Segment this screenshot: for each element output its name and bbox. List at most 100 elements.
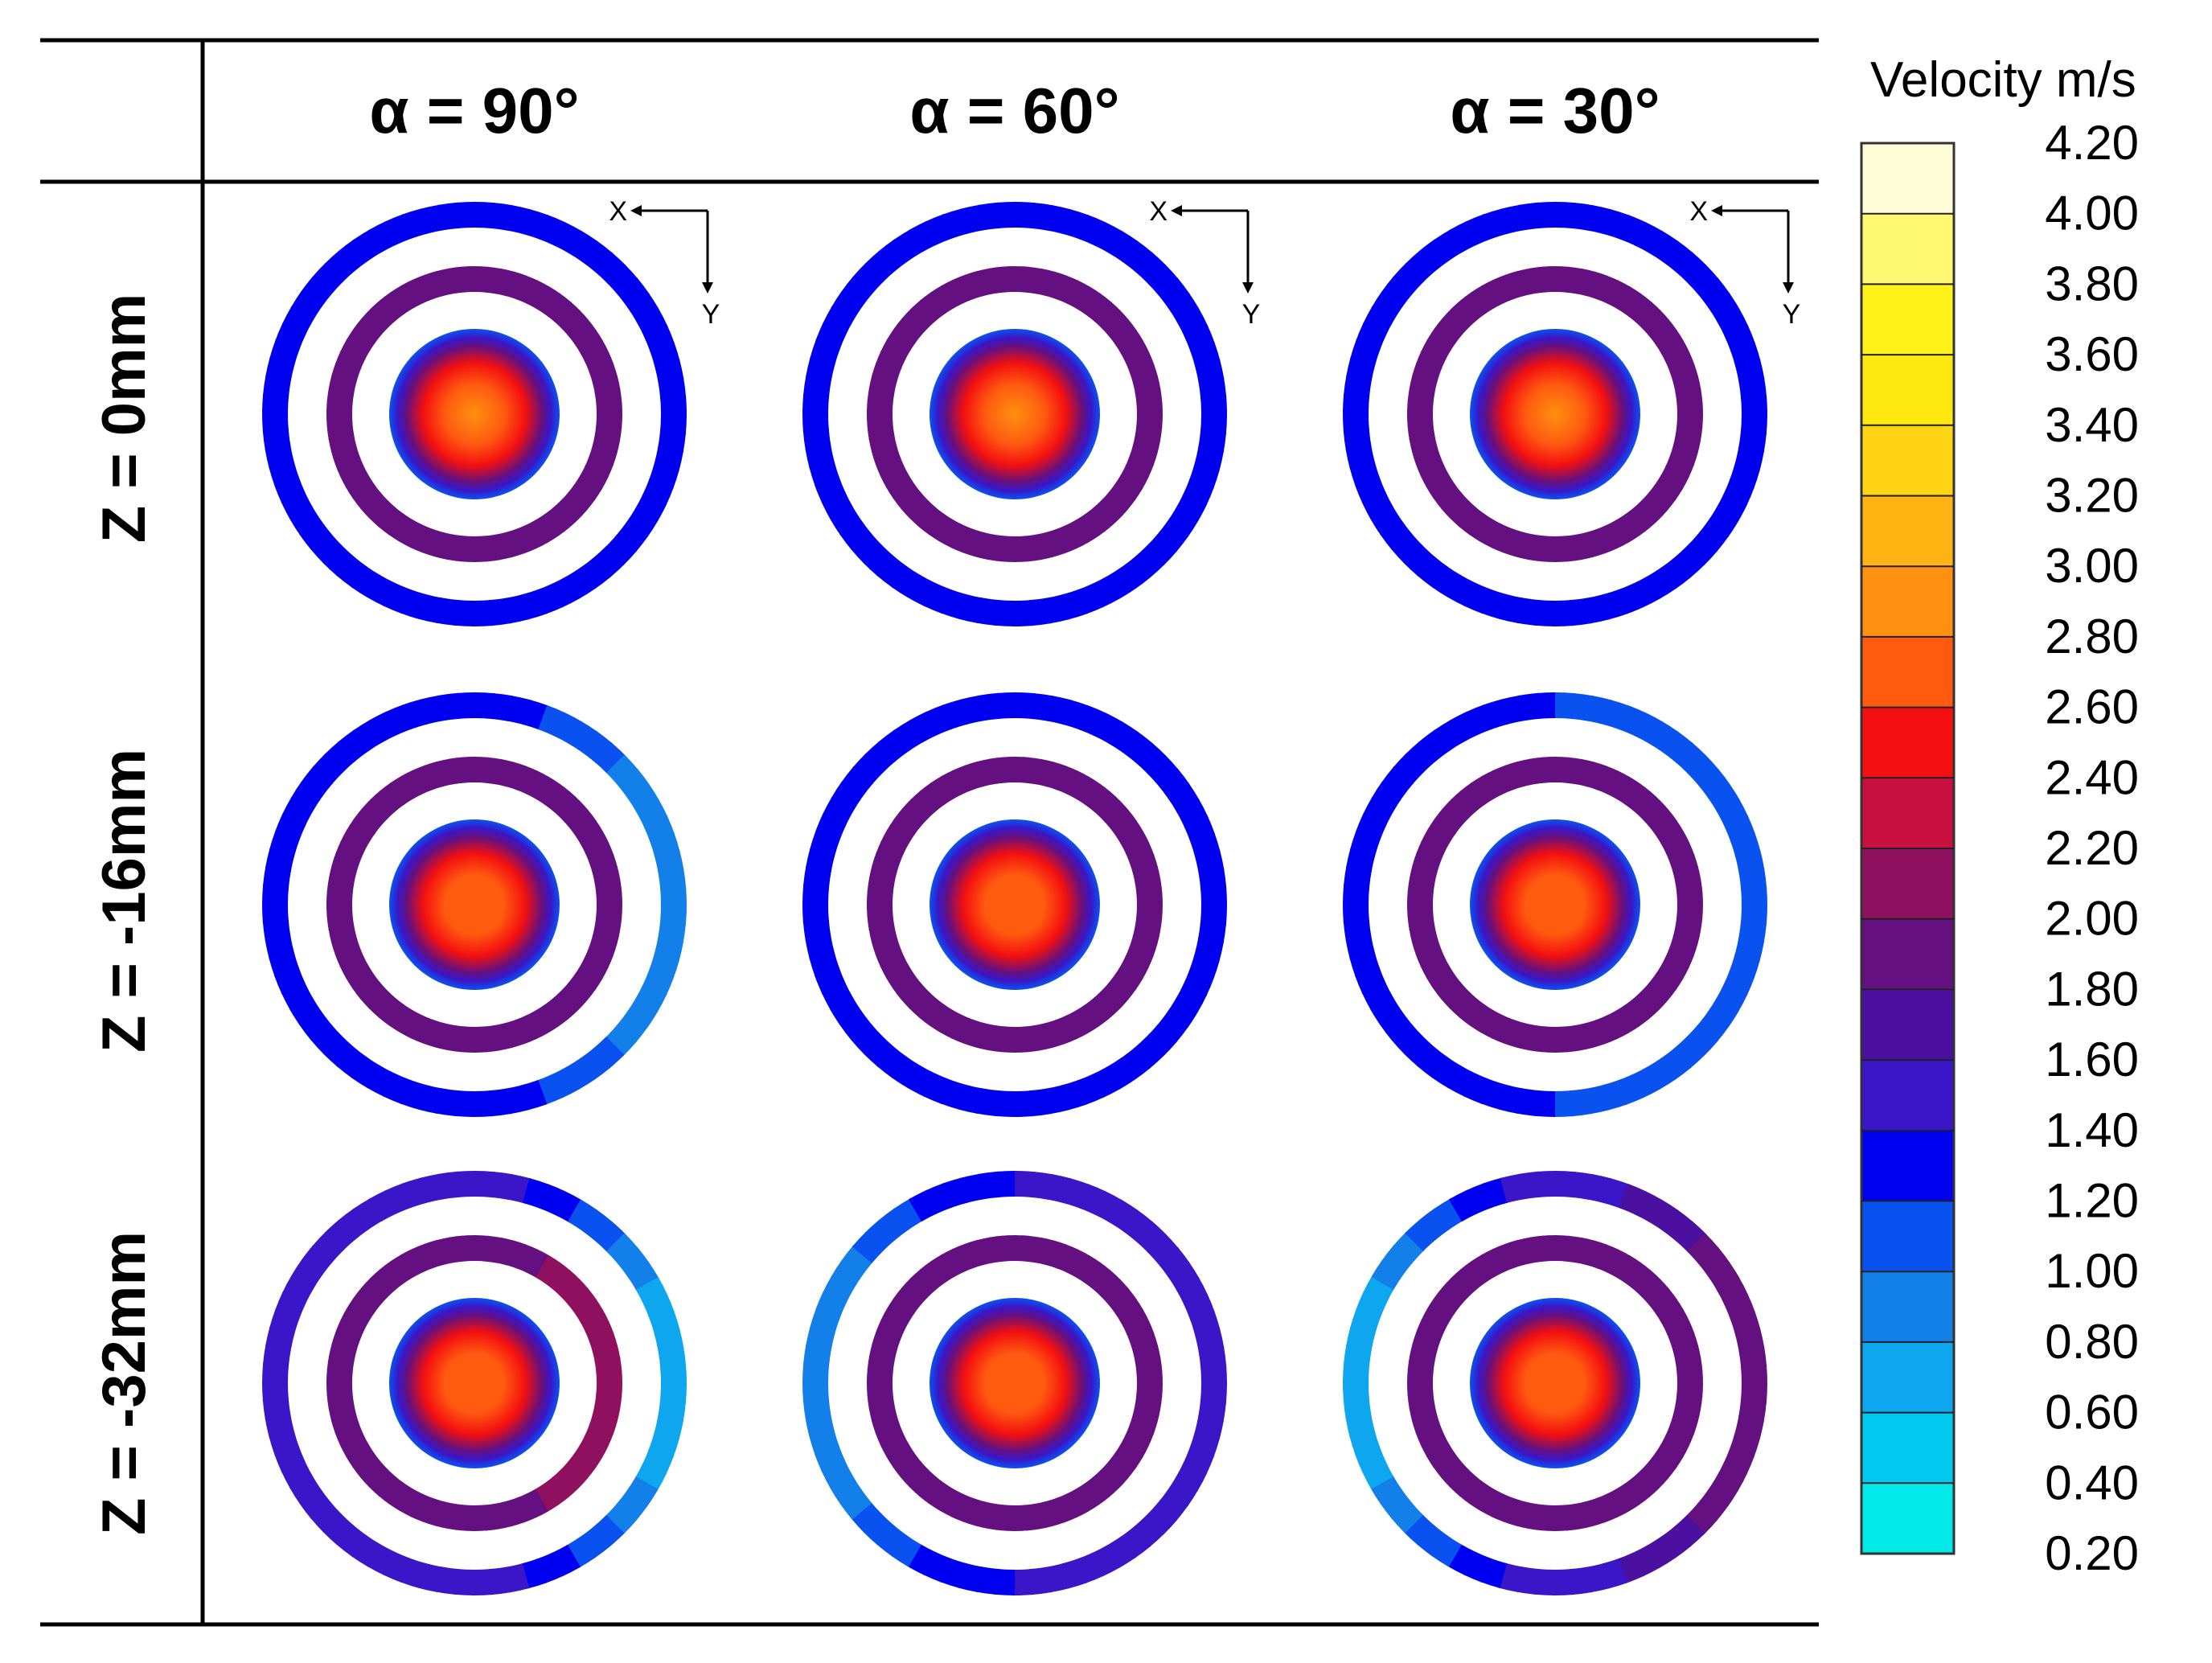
outer-ring-segment xyxy=(567,721,598,753)
middle-ring-segment xyxy=(1541,1505,1556,1532)
middle-ring-segment xyxy=(1479,1009,1504,1039)
middle-ring-segment xyxy=(369,299,397,328)
outer-ring-segment xyxy=(1061,1079,1088,1111)
outer-ring-segment xyxy=(1603,699,1630,730)
middle-ring-segment xyxy=(1024,1024,1040,1053)
outer-ring-segment xyxy=(490,1172,514,1200)
middle-ring-segment xyxy=(1660,1309,1690,1333)
middle-ring-segment xyxy=(1129,1332,1159,1353)
outer-ring-segment xyxy=(1463,582,1492,614)
outer-ring-segment xyxy=(840,766,873,799)
outer-ring-segment xyxy=(1631,575,1662,608)
outer-ring-segment xyxy=(262,902,289,924)
middle-ring-segment xyxy=(388,513,414,543)
outer-ring-segment xyxy=(1734,937,1764,962)
middle-ring-segment xyxy=(941,770,965,799)
outer-ring-segment xyxy=(1381,276,1414,308)
colorbar-swatch xyxy=(1861,566,1954,638)
middle-ring-segment xyxy=(1129,1415,1158,1435)
middle-ring-segment xyxy=(585,455,614,478)
colorbar-tick-label: 2.40 xyxy=(2045,750,2139,804)
outer-ring-segment xyxy=(1587,1174,1612,1204)
outer-ring-segment xyxy=(1183,1447,1215,1475)
middle-ring-segment xyxy=(1440,982,1469,1010)
outer-ring-segment xyxy=(300,276,333,308)
middle-ring-segment xyxy=(567,484,596,511)
middle-ring-segment xyxy=(330,934,360,955)
middle-ring-segment xyxy=(594,915,622,932)
jet-core xyxy=(1470,819,1640,990)
outer-ring-segment xyxy=(940,1079,967,1111)
middle-ring-segment xyxy=(1479,1488,1504,1517)
outer-ring-segment xyxy=(851,1023,884,1055)
middle-ring-segment xyxy=(331,362,360,383)
middle-ring-segment xyxy=(976,268,995,297)
outer-ring-segment xyxy=(311,1231,344,1264)
outer-ring-segment xyxy=(1554,692,1576,720)
colorbar-tick-label: 1.60 xyxy=(2045,1033,2139,1086)
middle-ring-segment xyxy=(1046,1240,1067,1269)
outer-ring-segment xyxy=(1200,1364,1227,1386)
outer-ring-segment xyxy=(1534,599,1556,627)
middle-ring-segment xyxy=(1136,413,1163,429)
outer-ring-segment xyxy=(803,375,831,398)
middle-ring-segment xyxy=(410,1015,433,1044)
outer-ring-segment xyxy=(1194,937,1224,962)
outer-ring-segment xyxy=(923,582,951,614)
middle-ring-segment xyxy=(552,1469,580,1498)
jet-core xyxy=(1470,1298,1640,1468)
outer-ring-segment xyxy=(338,729,369,762)
middle-ring-segment xyxy=(504,528,525,558)
middle-ring-segment xyxy=(939,1488,963,1517)
jet-core xyxy=(930,1298,1100,1468)
outer-ring-segment xyxy=(809,830,840,857)
middle-ring-segment xyxy=(552,791,581,819)
middle-ring-segment xyxy=(580,1309,609,1333)
outer-ring-segment xyxy=(289,1474,322,1505)
middle-ring-segment xyxy=(1114,819,1144,845)
outer-ring-segment xyxy=(367,1189,398,1222)
middle-ring-segment xyxy=(900,491,929,519)
middle-ring-segment xyxy=(893,318,922,344)
colorbar-tick-label: 0.60 xyxy=(2045,1386,2139,1439)
middle-ring-segment xyxy=(1491,1493,1514,1522)
middle-ring-segment xyxy=(1654,1443,1684,1470)
outer-ring-segment xyxy=(660,1364,687,1386)
outer-ring-segment xyxy=(1648,1199,1679,1232)
middle-ring-segment xyxy=(346,1296,376,1323)
middle-ring-segment xyxy=(473,1505,488,1531)
outer-ring-segment xyxy=(401,208,429,240)
outer-ring-segment xyxy=(809,951,840,978)
outer-ring-segment xyxy=(925,704,953,736)
middle-ring-segment xyxy=(1114,965,1143,992)
outer-ring-segment xyxy=(1518,1171,1541,1200)
outer-ring-segment xyxy=(634,983,667,1013)
outer-ring-segment xyxy=(274,322,306,351)
outer-ring-segment xyxy=(1093,1190,1123,1223)
middle-ring-segment xyxy=(1615,1483,1640,1513)
outer-ring-segment xyxy=(660,885,687,907)
middle-ring-segment xyxy=(886,1296,916,1323)
middle-ring-segment xyxy=(1470,1254,1496,1283)
middle-ring-segment xyxy=(515,524,537,554)
middle-ring-segment xyxy=(544,783,571,812)
outer-ring-segment xyxy=(1121,1209,1153,1242)
middle-ring-segment xyxy=(368,990,396,1018)
outer-ring-segment xyxy=(1498,593,1523,623)
outer-ring-segment xyxy=(1091,575,1122,608)
outer-ring-segment xyxy=(400,1558,427,1589)
middle-ring-segment xyxy=(1675,1357,1703,1374)
middle-ring-segment xyxy=(1528,1024,1545,1053)
middle-ring-segment xyxy=(1654,474,1684,501)
middle-ring-segment xyxy=(326,914,355,930)
outer-ring-segment xyxy=(658,1399,686,1423)
contour-cell xyxy=(1342,201,1768,627)
middle-ring-segment xyxy=(901,799,930,827)
outer-ring-segment xyxy=(310,532,343,565)
middle-ring-segment xyxy=(989,1235,1006,1263)
middle-ring-segment xyxy=(1044,1497,1065,1527)
middle-ring-segment xyxy=(868,374,897,393)
middle-ring-segment xyxy=(1676,400,1703,416)
middle-ring-segment xyxy=(1119,956,1149,980)
